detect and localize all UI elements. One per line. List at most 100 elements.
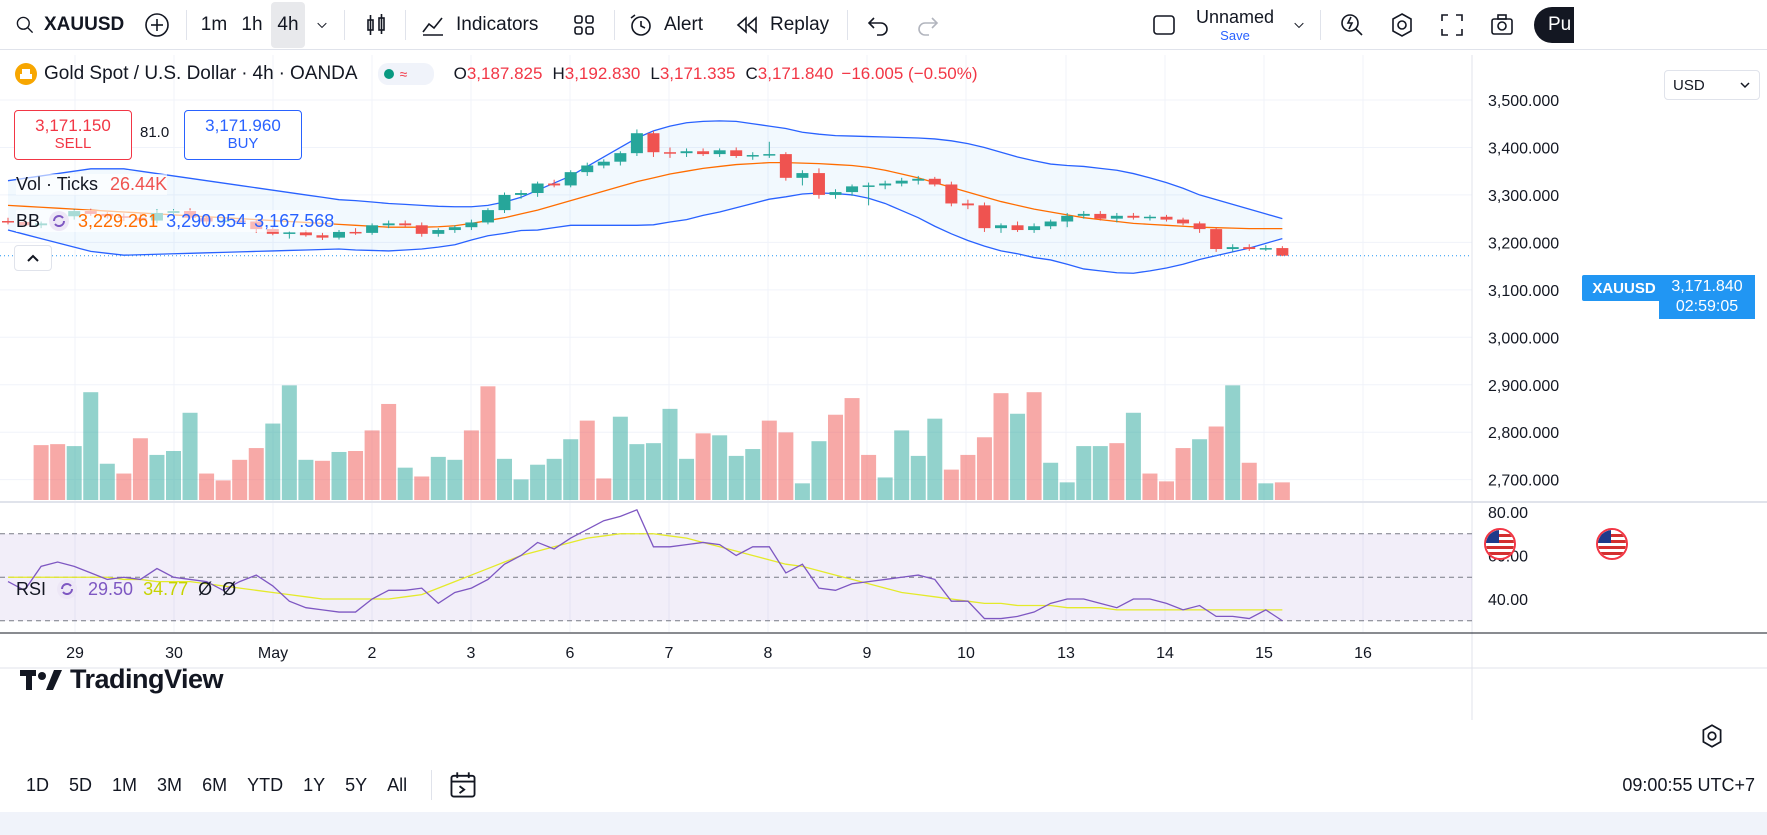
us-event-flag-icon[interactable]	[1596, 528, 1628, 560]
candle-body	[1177, 219, 1190, 224]
candle-body	[614, 153, 627, 162]
interval-1h[interactable]: 1h	[241, 14, 263, 35]
range-ytd[interactable]: YTD	[247, 774, 284, 795]
undo-button[interactable]	[860, 6, 896, 44]
publish-button[interactable]: Pu	[1534, 7, 1574, 43]
market-open-dot-icon	[383, 69, 394, 79]
candle-body	[415, 225, 428, 234]
rsi-label: RSI	[16, 578, 47, 599]
time-tick-label: May	[258, 645, 288, 662]
gear-icon	[1392, 13, 1412, 37]
layout-name-button[interactable]: Unnamed Save	[1190, 6, 1280, 44]
axis-settings-button[interactable]	[1698, 722, 1726, 750]
range-5d[interactable]: 5D	[69, 774, 93, 795]
volume-bar	[1092, 446, 1108, 500]
ohlc-close: 3,171.840	[757, 64, 834, 83]
candle-body	[746, 155, 759, 157]
templates-button[interactable]	[566, 6, 602, 44]
volume-bar	[794, 483, 810, 500]
tradingview-watermark[interactable]: TradingView	[20, 664, 224, 695]
snapshot-button[interactable]	[1484, 6, 1520, 44]
collapse-legend-button[interactable]	[14, 245, 52, 271]
candle-body	[581, 165, 594, 173]
price-tick-label: 3,200.000	[1488, 235, 1559, 252]
volume-bar	[679, 458, 695, 500]
clock[interactable]: 09:00:55 UTC+7	[1622, 774, 1755, 795]
replay-button[interactable]: Replay	[734, 6, 834, 44]
range-5y[interactable]: 5Y	[345, 774, 368, 795]
range-1m[interactable]: 1M	[112, 774, 138, 795]
gear-icon	[1702, 724, 1722, 748]
bb-legend[interactable]: BB 3,229.261 3,290.954 3,167.568	[16, 210, 335, 232]
range-6m[interactable]: 6M	[202, 774, 228, 795]
chart-svg[interactable]: 3,500.000 3,400.000 3,300.000 3,200.000 3,10…	[0, 55, 1767, 720]
volume-bar	[265, 423, 281, 500]
alert-button[interactable]: Alert	[628, 6, 718, 44]
volume-bar	[281, 385, 297, 500]
chart-type-button[interactable]	[356, 6, 396, 44]
goto-date-button[interactable]	[446, 768, 480, 802]
last-price-label[interactable]: 3,171.840 02:59:05	[1659, 275, 1755, 319]
volume-bar	[927, 418, 943, 500]
volume-bar	[463, 430, 479, 500]
candle-body	[1143, 216, 1156, 219]
candle-body	[713, 150, 726, 155]
settings-button[interactable]	[1384, 6, 1420, 44]
candle-body	[366, 225, 379, 233]
candle-body	[945, 184, 958, 204]
volume-bar	[828, 414, 843, 500]
time-tick-label: 6	[566, 645, 575, 662]
candle-body	[465, 222, 478, 228]
sell-button[interactable]: 3,171.150 SELL	[14, 110, 132, 160]
volume-bar	[480, 386, 496, 500]
fullscreen-button[interactable]	[1434, 6, 1470, 44]
layout-dropdown-button[interactable]	[1286, 6, 1312, 44]
compare-symbol-button[interactable]	[138, 6, 176, 44]
volume-bar	[1109, 443, 1125, 500]
quick-search-button[interactable]	[1334, 6, 1370, 44]
volume-bar	[728, 455, 744, 500]
layout-select-button[interactable]	[1148, 6, 1180, 44]
volume-bar	[894, 430, 910, 500]
buy-button[interactable]: 3,171.960 BUY	[184, 110, 302, 160]
price-tick-label: 3,000.000	[1488, 330, 1559, 347]
market-status-badge[interactable]: ≈	[377, 63, 434, 85]
volume-bar	[348, 451, 364, 500]
last-symbol-tag[interactable]: XAUUSD	[1582, 275, 1666, 301]
interval-4h[interactable]: 4h	[271, 2, 305, 48]
volume-bar	[199, 473, 215, 500]
volume-label: Vol · Ticks	[16, 174, 99, 194]
range-3m[interactable]: 3M	[157, 774, 183, 795]
symbol-title[interactable]: Gold Spot / U.S. Dollar	[44, 63, 237, 84]
ohlc-o-label: O	[453, 64, 467, 83]
interval-1m[interactable]: 1m	[200, 14, 228, 35]
interval-dropdown-button[interactable]	[309, 6, 335, 44]
spread-value: 81.0	[140, 124, 170, 141]
bb-upper-value: 3,290.954	[166, 210, 247, 231]
candle-body	[448, 227, 461, 231]
rsi-legend[interactable]: RSI 29.50 34.77 Ø Ø	[16, 578, 236, 600]
range-1y[interactable]: 1Y	[303, 774, 326, 795]
indicators-icon	[422, 17, 443, 36]
volume-bar	[1076, 446, 1092, 500]
volume-bar	[695, 433, 711, 500]
volume-legend[interactable]: Vol · Ticks 26.44K	[16, 174, 168, 195]
loading-icon	[57, 579, 78, 599]
range-1d[interactable]: 1D	[26, 774, 50, 795]
replay-label: Replay	[770, 14, 830, 35]
us-event-flag-icon[interactable]	[1484, 528, 1516, 560]
volume-bar	[1208, 426, 1224, 500]
range-all[interactable]: All	[387, 774, 408, 795]
search-icon	[16, 16, 34, 34]
volume-bar	[1059, 482, 1075, 500]
candle-body	[928, 178, 941, 185]
indicators-button[interactable]: Indicators	[420, 6, 550, 44]
candle-body	[730, 150, 743, 157]
candle-body	[564, 172, 577, 186]
currency-select[interactable]: USD	[1664, 70, 1760, 100]
volume-bar	[1274, 482, 1290, 500]
volume-bar	[99, 463, 115, 500]
volume-bar	[1142, 473, 1158, 500]
redo-button[interactable]	[910, 6, 946, 44]
symbol-search-button[interactable]: XAUUSD	[6, 6, 126, 44]
